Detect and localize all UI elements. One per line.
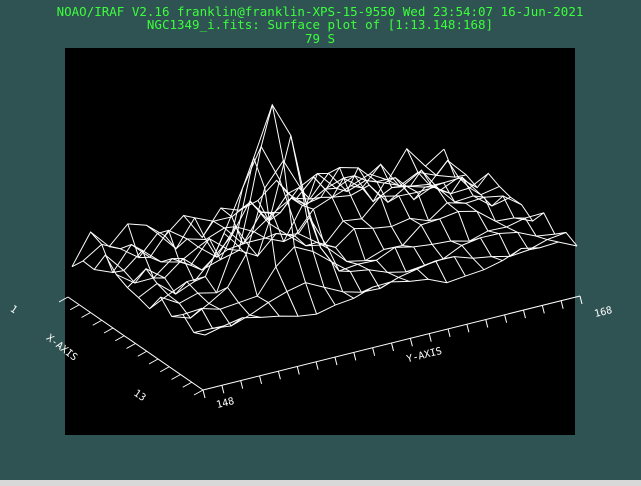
mesh-line	[257, 197, 392, 290]
axis-tick	[171, 374, 181, 380]
mesh-line	[164, 156, 299, 317]
axis-tick	[353, 352, 357, 361]
mesh-line	[220, 207, 355, 299]
axis-tick	[202, 389, 206, 399]
axes	[58, 295, 583, 399]
axis-tick	[126, 343, 136, 349]
mesh-line	[90, 231, 224, 329]
mesh-line	[239, 201, 373, 293]
axis-tick	[579, 295, 583, 305]
axis-tick	[409, 338, 413, 347]
y-range-label: 168	[593, 305, 613, 320]
mesh-line	[146, 224, 280, 317]
axis-tick	[259, 375, 263, 385]
mesh-line	[201, 135, 336, 306]
surface-mesh	[71, 103, 578, 336]
axis-tick	[296, 366, 300, 375]
axis-tick	[70, 304, 80, 311]
mesh-line	[127, 223, 261, 318]
mesh-line	[331, 175, 466, 277]
mesh-line	[369, 163, 503, 262]
axis-tick	[334, 356, 338, 366]
axis-tick	[428, 333, 432, 342]
axis-tick	[103, 327, 114, 334]
mesh-line	[313, 166, 448, 283]
axis-tick	[160, 366, 170, 373]
mesh-line	[425, 159, 559, 243]
axis-tick	[137, 350, 147, 357]
x-range-label: 1	[8, 304, 19, 316]
axis-tick	[466, 324, 470, 333]
axis-tick	[560, 300, 564, 309]
axis-tick	[221, 385, 225, 394]
axis-tick	[193, 389, 204, 396]
mesh-line	[183, 104, 318, 315]
axis-tick	[58, 296, 69, 303]
axis-tick	[391, 342, 394, 352]
header-line: NOAO/IRAF V2.16 franklin@franklin-XPS-15…	[57, 4, 584, 19]
mesh-line	[350, 177, 485, 271]
y-range-label: 148	[215, 396, 235, 411]
header-line: 79 S	[305, 31, 335, 46]
terminal-strip	[0, 480, 641, 486]
axis-tick	[485, 319, 489, 328]
mesh-line	[387, 169, 522, 258]
plot-viewport	[65, 48, 575, 435]
mesh-line	[443, 148, 578, 247]
axis-tick	[541, 305, 545, 314]
axis-tick	[372, 347, 376, 356]
mesh-line	[406, 148, 540, 251]
axis-tick	[148, 358, 159, 365]
axis-tick	[277, 371, 281, 380]
axis-tick	[522, 309, 526, 319]
mesh-line	[295, 166, 429, 280]
axis-tick	[315, 361, 319, 370]
axis-tick	[240, 380, 244, 389]
axis-tick	[182, 381, 192, 388]
header-line: NGC1349_i.fits: Surface plot of [1:13.14…	[147, 17, 493, 32]
axis-tick	[447, 328, 451, 338]
axis-tick	[81, 312, 91, 318]
axis-tick	[115, 335, 125, 342]
mesh-line	[276, 180, 410, 282]
mesh-line	[71, 254, 206, 336]
axis-tick	[92, 319, 102, 326]
axis-tick	[504, 314, 508, 323]
mesh-line	[109, 244, 243, 327]
